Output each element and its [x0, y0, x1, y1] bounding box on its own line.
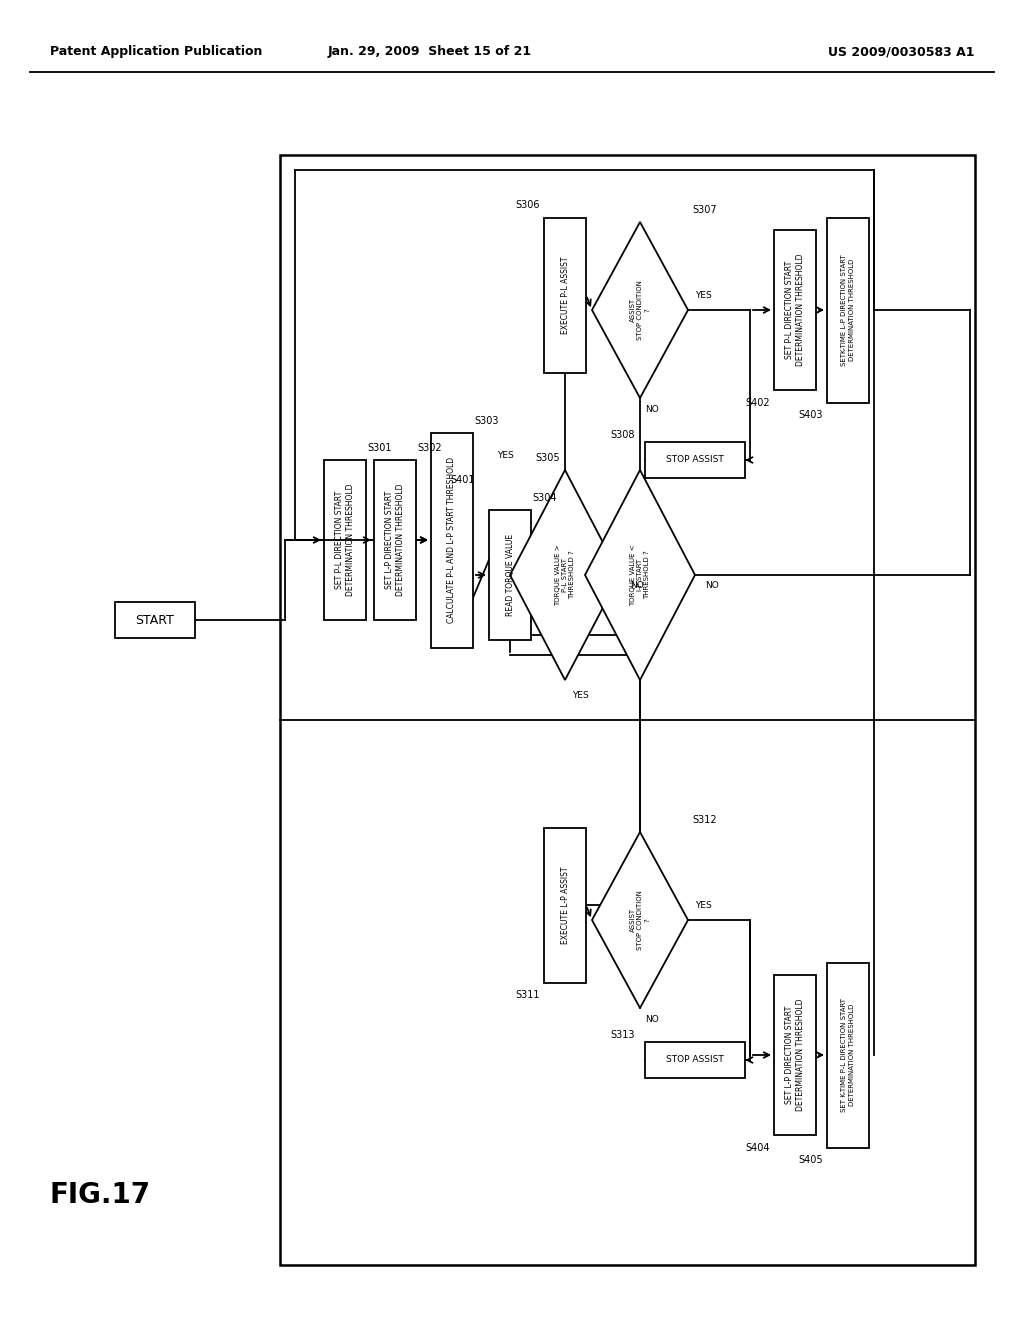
- Text: Jan. 29, 2009  Sheet 15 of 21: Jan. 29, 2009 Sheet 15 of 21: [328, 45, 532, 58]
- Text: STOP ASSIST: STOP ASSIST: [667, 1056, 724, 1064]
- Text: US 2009/0030583 A1: US 2009/0030583 A1: [828, 45, 975, 58]
- Bar: [645, 1041, 745, 1078]
- Bar: [280, 154, 975, 1265]
- Bar: [115, 602, 195, 638]
- Text: S302: S302: [417, 444, 441, 453]
- Text: S403: S403: [799, 411, 823, 420]
- Text: SET K-TIME P-L DIRECTION START
DETERMINATION THRESHOLD: SET K-TIME P-L DIRECTION START DETERMINA…: [842, 998, 854, 1111]
- Text: S303: S303: [474, 416, 499, 426]
- Text: S307: S307: [692, 205, 717, 215]
- Text: YES: YES: [571, 690, 589, 700]
- Text: YES: YES: [695, 290, 712, 300]
- Bar: [544, 828, 586, 982]
- Text: FIG.17: FIG.17: [49, 1181, 151, 1209]
- Bar: [544, 218, 586, 372]
- Text: Patent Application Publication: Patent Application Publication: [50, 45, 262, 58]
- Text: TORQUE VALUE <
I-P START
THRESHOLD ?: TORQUE VALUE < I-P START THRESHOLD ?: [630, 544, 650, 606]
- Text: SET P-L DIRECTION START
DETERMINATION THRESHOLD: SET P-L DIRECTION START DETERMINATION TH…: [335, 483, 354, 597]
- Text: NO: NO: [630, 581, 644, 590]
- Text: YES: YES: [695, 900, 712, 909]
- Text: ASSIST
STOP CONDITION
?: ASSIST STOP CONDITION ?: [630, 280, 650, 341]
- Text: S305: S305: [535, 453, 560, 463]
- Text: S404: S404: [745, 1143, 770, 1152]
- Text: S401: S401: [450, 475, 474, 484]
- Text: SET L-P DIRECTION START
DETERMINATION THRESHOLD: SET L-P DIRECTION START DETERMINATION TH…: [385, 483, 404, 597]
- Polygon shape: [585, 470, 695, 680]
- Polygon shape: [510, 470, 620, 680]
- Text: ASSIST
STOP CONDITION
?: ASSIST STOP CONDITION ?: [630, 890, 650, 950]
- Text: S402: S402: [745, 399, 770, 408]
- Bar: [774, 230, 816, 389]
- Text: S312: S312: [692, 814, 717, 825]
- Text: S304: S304: [532, 492, 556, 503]
- Bar: [827, 962, 869, 1147]
- Text: EXECUTE P-L ASSIST: EXECUTE P-L ASSIST: [560, 256, 569, 334]
- Text: NO: NO: [645, 405, 658, 414]
- Bar: [431, 433, 473, 648]
- Text: EXECUTE L-P ASSIST: EXECUTE L-P ASSIST: [560, 866, 569, 944]
- Text: YES: YES: [497, 450, 513, 459]
- Text: S301: S301: [367, 444, 391, 453]
- Polygon shape: [592, 832, 688, 1008]
- Bar: [827, 218, 869, 403]
- Bar: [645, 442, 745, 478]
- Text: TORQUE VALUE >
P-L START
THRESHOLD ?: TORQUE VALUE > P-L START THRESHOLD ?: [555, 544, 575, 606]
- Text: READ TORQUE VALUE: READ TORQUE VALUE: [506, 533, 514, 616]
- Bar: [374, 459, 416, 620]
- Polygon shape: [592, 222, 688, 399]
- Bar: [324, 459, 366, 620]
- Text: STOP ASSIST: STOP ASSIST: [667, 455, 724, 465]
- Text: S311: S311: [515, 990, 540, 1001]
- Text: SET P-L DIRECTION START
DETERMINATION THRESHOLD: SET P-L DIRECTION START DETERMINATION TH…: [785, 253, 805, 366]
- Text: S405: S405: [799, 1155, 823, 1166]
- Bar: [489, 510, 531, 640]
- Text: NO: NO: [705, 581, 719, 590]
- Text: S313: S313: [610, 1030, 635, 1040]
- Text: S308: S308: [610, 430, 635, 440]
- Text: CALCULATE P-L AND L-P START THRESHOLD: CALCULATE P-L AND L-P START THRESHOLD: [447, 457, 457, 623]
- Text: SET L-P DIRECTION START
DETERMINATION THRESHOLD: SET L-P DIRECTION START DETERMINATION TH…: [785, 999, 805, 1111]
- Text: SETK-TIME L-P DIRECTION START
DETERMINATION THRESHOLD: SETK-TIME L-P DIRECTION START DETERMINAT…: [842, 255, 854, 366]
- Text: NO: NO: [645, 1015, 658, 1024]
- Bar: [774, 975, 816, 1135]
- Text: START: START: [135, 614, 174, 627]
- Text: S306: S306: [515, 201, 540, 210]
